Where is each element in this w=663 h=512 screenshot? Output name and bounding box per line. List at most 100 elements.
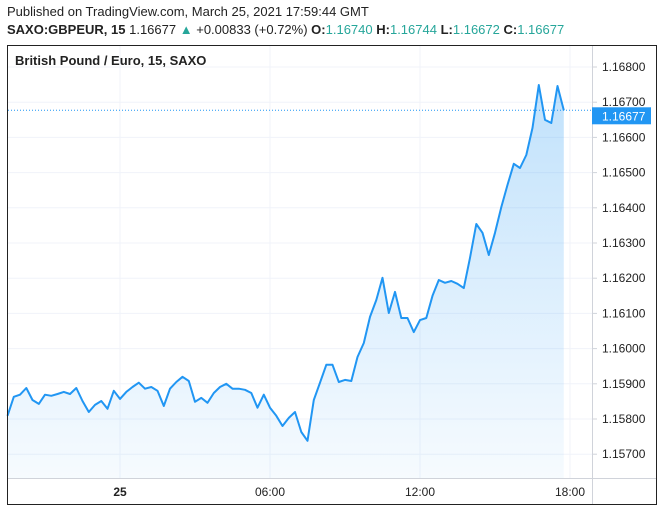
price-point <box>500 206 502 208</box>
price-point <box>332 364 333 366</box>
y-tick-label: 1.16300 <box>602 236 646 250</box>
price-point <box>88 411 90 413</box>
y-tick-label: 1.16400 <box>602 201 646 215</box>
price-point <box>257 407 258 409</box>
symbol-info-line: SAXO:GBPEUR, 15 1.16677 ▲ +0.00833 (+0.7… <box>7 22 564 37</box>
price-point <box>307 440 308 442</box>
price-point <box>163 405 165 407</box>
price-point <box>300 431 302 433</box>
price-point <box>325 364 327 366</box>
y-tick-label: 1.16000 <box>602 342 646 356</box>
price-point <box>313 399 315 401</box>
price-point <box>394 291 396 293</box>
price-point <box>463 287 465 289</box>
price-point <box>488 254 490 256</box>
x-tick-label: 25 <box>113 485 127 499</box>
y-tick-label: 1.16100 <box>602 306 646 320</box>
price-point <box>507 184 508 186</box>
price-point <box>319 382 321 384</box>
chart-frame <box>7 45 657 505</box>
price-point <box>175 381 177 383</box>
price-point <box>238 388 240 390</box>
open-label: O: <box>311 22 326 37</box>
price-point <box>157 390 158 392</box>
y-tick-label: 1.15700 <box>602 447 646 461</box>
last-price-badge <box>592 107 651 125</box>
last-price-badge-label: 1.16677 <box>602 109 646 123</box>
price-point <box>213 392 215 394</box>
price-point <box>269 407 271 409</box>
price-point <box>69 393 71 395</box>
price-point <box>375 299 377 301</box>
price-point <box>419 319 421 321</box>
close-value: 1.16677 <box>517 22 565 37</box>
price-point <box>188 380 190 382</box>
price-point <box>425 317 427 319</box>
price-point <box>57 393 58 395</box>
price-point <box>13 396 15 398</box>
price-point <box>513 163 515 165</box>
price-point <box>138 382 140 384</box>
chart-title: British Pound / Euro, 15, SAXO <box>15 53 206 68</box>
price-point <box>357 356 358 358</box>
price-point <box>38 403 40 405</box>
price-area-fill <box>7 85 564 478</box>
price-point <box>282 425 283 427</box>
y-tick-label: 1.16500 <box>602 166 646 180</box>
close-label: C: <box>503 22 518 37</box>
price-point <box>494 232 496 234</box>
price-point <box>200 397 202 399</box>
price-point <box>288 417 290 419</box>
y-tick-label: 1.15800 <box>602 412 646 426</box>
price-point <box>232 388 233 390</box>
low-label: L: <box>440 22 453 37</box>
price-change: +0.00833 (+0.72%) <box>196 22 308 37</box>
price-point <box>469 257 471 259</box>
price-point <box>119 398 121 400</box>
price-point <box>388 312 390 314</box>
price-point <box>219 386 221 388</box>
price-point <box>19 394 21 396</box>
price-point <box>363 342 365 344</box>
y-tick-label: 1.16600 <box>602 130 646 144</box>
price-point <box>457 283 458 285</box>
price-point <box>550 122 552 124</box>
price-point <box>432 295 433 297</box>
price-point <box>294 411 296 413</box>
price-point <box>407 317 408 319</box>
price-point <box>350 380 352 382</box>
last-price: 1.16677 <box>129 22 177 37</box>
price-point <box>525 154 527 156</box>
symbol-label: SAXO:GBPEUR, 15 <box>7 22 126 37</box>
high-label: H: <box>376 22 390 37</box>
price-point <box>150 386 152 388</box>
up-arrow-icon: ▲ <box>179 22 193 37</box>
low-value: 1.16672 <box>452 22 500 37</box>
price-point <box>250 392 252 394</box>
price-point <box>438 279 440 281</box>
x-tick-label: 06:00 <box>255 485 285 499</box>
x-tick-label: 12:00 <box>405 485 435 499</box>
price-point <box>125 391 127 393</box>
price-point <box>94 404 96 406</box>
price-point <box>400 317 402 319</box>
price-point <box>532 127 533 129</box>
price-point <box>519 167 521 169</box>
price-point <box>107 408 108 410</box>
price-point <box>100 400 102 402</box>
price-point <box>413 331 415 333</box>
price-point <box>563 109 565 111</box>
price-point <box>344 379 346 381</box>
price-point <box>557 85 558 87</box>
price-point <box>82 400 83 402</box>
price-point <box>25 387 27 389</box>
price-point <box>182 376 183 378</box>
price-point <box>207 402 208 404</box>
price-point <box>369 316 371 318</box>
price-point <box>338 381 340 383</box>
price-point <box>50 395 52 397</box>
price-point <box>450 280 452 282</box>
price-point <box>382 277 383 279</box>
price-point <box>75 387 77 389</box>
